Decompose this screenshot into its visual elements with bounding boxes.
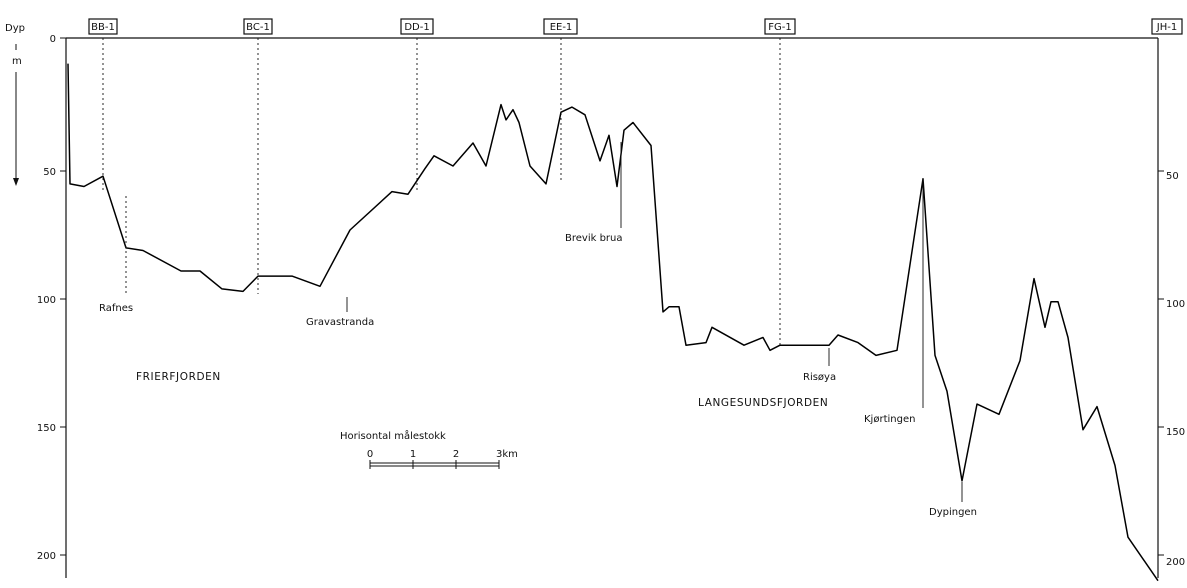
place-gravastranda: Gravastranda [306, 317, 374, 328]
left-axis-title: Dyp [5, 23, 25, 34]
station-label: DD-1 [404, 22, 429, 33]
station-box [88, 18, 118, 35]
station-label: BC-1 [246, 22, 270, 33]
right-ticks: 50 100 150 200 [1158, 170, 1185, 568]
left-axis-unit: m [12, 56, 22, 67]
place-brevik-brua: Brevik brua [565, 233, 623, 244]
right-tick-label: 150 [1166, 427, 1185, 438]
scale-bar-label: 3km [496, 449, 518, 460]
station-box [764, 18, 796, 35]
right-tick-label: 100 [1166, 299, 1185, 310]
place-rafnes: Rafnes [99, 303, 133, 314]
station-ee1: EE-1 [543, 18, 578, 35]
right-tick-label: 50 [1166, 171, 1179, 182]
left-tick-label: 150 [37, 423, 56, 434]
station-label: EE-1 [550, 22, 573, 33]
station-label: BB-1 [91, 22, 115, 33]
place-kjortingen: Kjørtingen [864, 414, 915, 425]
station-bc1: BC-1 [243, 18, 273, 35]
region-langesundsfjorden: LANGESUNDSFJORDEN [698, 397, 828, 409]
place-risoya: Risøya [803, 372, 836, 383]
scale-bar-label: 1 [410, 449, 416, 460]
station-fg1: FG-1 [764, 18, 796, 35]
left-tick-label: 0 [50, 34, 56, 45]
station-jh1: JH-1 [1151, 18, 1183, 35]
bottom-depth-profile [67, 63, 1159, 582]
scale-bar-title: Horisontal målestokk [340, 429, 446, 442]
station-bb1: BB-1 [88, 18, 118, 35]
scale-bar-label: 2 [453, 449, 459, 460]
station-box [543, 18, 578, 35]
place-dypingen: Dypingen [929, 507, 977, 518]
left-tick-label: 200 [37, 551, 56, 562]
scale-bar-label: 0 [367, 449, 373, 460]
station-dd1: DD-1 [400, 18, 434, 35]
down-arrow-icon [13, 178, 19, 186]
station-box [243, 18, 273, 35]
station-label: JH-1 [1156, 22, 1177, 33]
station-box [1151, 18, 1183, 35]
station-label: FG-1 [768, 22, 791, 33]
region-frierfjorden: FRIERFJORDEN [136, 371, 221, 383]
left-ticks: 0 50 100 150 200 [37, 34, 66, 562]
left-tick-label: 100 [37, 295, 56, 306]
right-tick-label: 200 [1166, 557, 1185, 568]
horizontal-scale-bar: Horisontal målestokk 0 1 2 3km [340, 429, 518, 469]
station-box [400, 18, 434, 35]
left-tick-label: 50 [43, 167, 56, 178]
